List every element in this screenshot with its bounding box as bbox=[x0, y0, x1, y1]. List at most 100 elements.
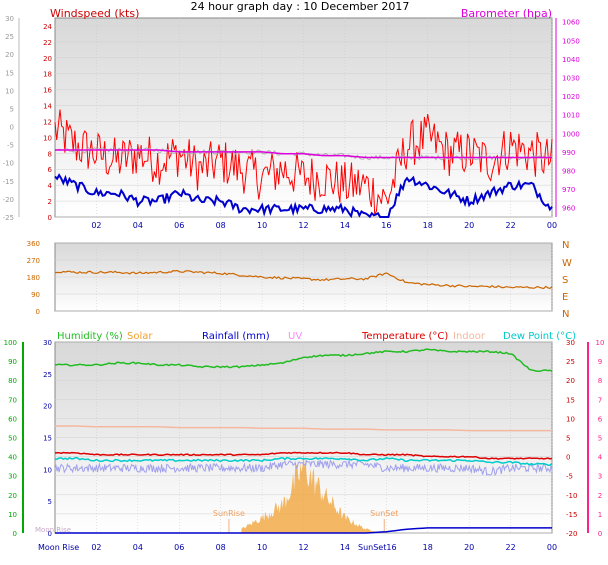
temp-xtick-00: 00 bbox=[547, 543, 557, 552]
temp-xtick-10: 10 bbox=[257, 543, 267, 552]
wind-outer-tick-30: 30 bbox=[5, 15, 14, 23]
humidity-tick-90: 90 bbox=[8, 358, 17, 366]
temp-xtick-18: 18 bbox=[423, 543, 433, 552]
chart-title: 24 hour graph day : 10 December 2017 bbox=[191, 0, 410, 13]
temp-xtick-12: 12 bbox=[298, 543, 308, 552]
uv-tick-4: 4 bbox=[598, 454, 603, 462]
wind-left-tick-24: 24 bbox=[43, 23, 52, 31]
wind-axis-label: Windspeed (kts) bbox=[50, 7, 139, 20]
rainfall-series bbox=[55, 527, 552, 534]
wind-outer-tick-25: 25 bbox=[5, 33, 14, 41]
dewpoint-series bbox=[54, 456, 553, 466]
legend-humidity: Humidity (%) bbox=[57, 331, 123, 342]
wind-barometer-panel: 024681012141618202224-25-20-15-10-505101… bbox=[3, 7, 580, 230]
humidity-series bbox=[55, 348, 553, 372]
inner-left-tick-20: 20 bbox=[43, 403, 52, 411]
inner-left-tick-30: 30 bbox=[43, 339, 52, 347]
humidity-tick-50: 50 bbox=[8, 435, 17, 443]
uv-tick-0: 0 bbox=[598, 530, 602, 538]
moon-rise-bottom-label: Moon Rise bbox=[38, 543, 79, 552]
legend-indoor: Indoor bbox=[453, 331, 486, 342]
uv-tick-2: 2 bbox=[598, 492, 602, 500]
temp-xtick-14: 14 bbox=[340, 543, 350, 552]
dir-compass-0: N bbox=[562, 240, 569, 251]
baro-tick-1050: 1050 bbox=[562, 37, 580, 45]
barometer-trace-series bbox=[54, 146, 553, 161]
baro-tick-1060: 1060 bbox=[562, 19, 580, 27]
temp-tick-20: 20 bbox=[566, 377, 575, 385]
direction-series bbox=[55, 269, 553, 290]
temp-tick-10: 10 bbox=[566, 415, 575, 423]
temp-xtick-04: 04 bbox=[133, 543, 143, 552]
uv-tick-6: 6 bbox=[598, 415, 603, 423]
dir-compass-2: S bbox=[562, 275, 568, 286]
dir-tick-360: 360 bbox=[27, 240, 40, 248]
wind-left-tick-22: 22 bbox=[43, 39, 52, 47]
wind-xtick-12: 12 bbox=[298, 221, 308, 230]
uv-tick-8: 8 bbox=[598, 377, 602, 385]
baro-tick-1010: 1010 bbox=[562, 112, 580, 120]
average-series bbox=[54, 173, 553, 219]
wind-xtick-04: 04 bbox=[133, 221, 143, 230]
uv-tick-7: 7 bbox=[598, 396, 602, 404]
wind-left-tick-14: 14 bbox=[43, 103, 52, 111]
temp-tick-30: 30 bbox=[566, 339, 575, 347]
baro-tick-980: 980 bbox=[562, 168, 575, 176]
wind-outer-tick-10: 10 bbox=[5, 87, 14, 95]
wind-xtick-02: 02 bbox=[91, 221, 101, 230]
humidity-tick-30: 30 bbox=[8, 473, 17, 481]
legend-solar: Solar bbox=[127, 331, 153, 342]
baro-tick-1000: 1000 bbox=[562, 130, 580, 138]
temp-tick--5: -5 bbox=[566, 473, 573, 481]
temp-tick--15: -15 bbox=[566, 511, 577, 519]
wind-left-tick-10: 10 bbox=[43, 134, 52, 142]
dir-tick-270: 270 bbox=[27, 257, 40, 265]
humidity-tick-80: 80 bbox=[8, 377, 17, 385]
wind-xtick-10: 10 bbox=[257, 221, 267, 230]
wind-outer-tick--5: -5 bbox=[7, 142, 14, 150]
wind-xtick-22: 22 bbox=[505, 221, 515, 230]
legend-temperature: Temperature (°C) bbox=[361, 331, 448, 342]
wind-xtick-14: 14 bbox=[340, 221, 350, 230]
gust-series bbox=[54, 109, 553, 215]
baro-tick-960: 960 bbox=[562, 205, 575, 213]
inner-left-tick-25: 25 bbox=[43, 371, 52, 379]
windchill-series bbox=[54, 459, 553, 476]
inner-left-tick-10: 10 bbox=[43, 466, 52, 474]
sunset-label: SunSet bbox=[370, 509, 398, 518]
temp-xtick-20: 20 bbox=[464, 543, 474, 552]
temp-xtick-06: 06 bbox=[174, 543, 184, 552]
wind-xtick-00: 00 bbox=[547, 221, 557, 230]
wind-left-tick-4: 4 bbox=[48, 182, 53, 190]
temp-tick-5: 5 bbox=[566, 435, 570, 443]
wind-left-tick-2: 2 bbox=[48, 198, 52, 206]
temp-tick-15: 15 bbox=[566, 396, 575, 404]
temp-xtick-08: 08 bbox=[216, 543, 226, 552]
wind-outer-tick--15: -15 bbox=[3, 178, 14, 186]
humidity-tick-70: 70 bbox=[8, 396, 17, 404]
temperature-humidity-panel: 0102030405060708090100051015202530-20-15… bbox=[4, 331, 605, 552]
dir-tick-90: 90 bbox=[31, 291, 40, 299]
barometer-series bbox=[55, 149, 552, 159]
baro-tick-1040: 1040 bbox=[562, 56, 580, 64]
baro-tick-1020: 1020 bbox=[562, 93, 580, 101]
wind-left-tick-12: 12 bbox=[43, 118, 52, 126]
solar-area bbox=[241, 450, 376, 533]
wind-outer-tick--10: -10 bbox=[3, 160, 14, 168]
wind-outer-tick-20: 20 bbox=[5, 51, 14, 59]
wind-outer-tick--25: -25 bbox=[3, 214, 14, 222]
temp-tick--20: -20 bbox=[566, 530, 577, 538]
uv-tick-9: 9 bbox=[598, 358, 602, 366]
baro-tick-970: 970 bbox=[562, 186, 575, 194]
wind-outer-tick--20: -20 bbox=[3, 196, 14, 204]
dir-tick-180: 180 bbox=[27, 274, 40, 282]
indoor-series bbox=[55, 425, 552, 432]
wind-left-tick-16: 16 bbox=[43, 87, 52, 95]
baro-tick-1030: 1030 bbox=[562, 75, 580, 83]
wind-xtick-20: 20 bbox=[464, 221, 474, 230]
inner-left-tick-15: 15 bbox=[43, 435, 52, 443]
baro-axis-label: Barometer (hpa) bbox=[461, 7, 552, 20]
wind-outer-tick-0: 0 bbox=[10, 124, 14, 132]
dir-compass-4: N bbox=[562, 309, 569, 320]
